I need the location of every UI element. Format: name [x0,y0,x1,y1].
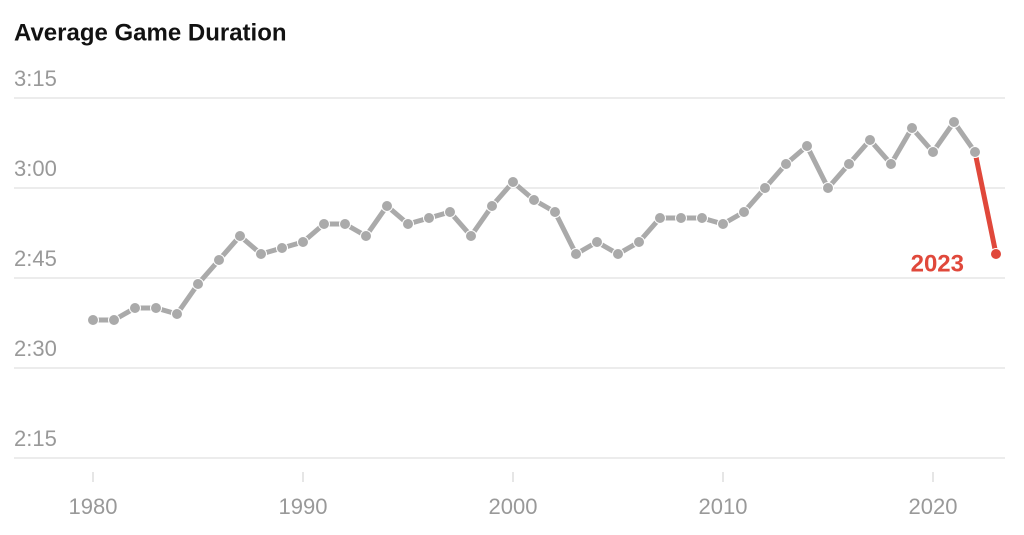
point [906,122,918,134]
point [759,182,771,194]
point [948,116,960,128]
point [528,194,540,206]
point [864,134,876,146]
x-tick-label: 2010 [699,494,748,519]
y-tick-label: 3:00 [14,156,57,181]
point [444,206,456,218]
point [654,212,666,224]
point [360,230,372,242]
point [108,314,120,326]
point [633,236,645,248]
point [885,158,897,170]
point [402,218,414,230]
y-tick-label: 2:45 [14,246,57,271]
x-tick-label: 1980 [69,494,118,519]
point [276,242,288,254]
point [780,158,792,170]
point [927,146,939,158]
point [423,212,435,224]
point [381,200,393,212]
line [93,119,978,323]
point [675,212,687,224]
point [486,200,498,212]
point [339,218,351,230]
point [990,248,1002,260]
point [297,236,309,248]
highlight-segment [972,149,999,257]
point [843,158,855,170]
point [465,230,477,242]
y-tick-label: 3:15 [14,66,57,91]
point [822,182,834,194]
point [129,302,141,314]
chart-title: Average Game Duration [14,19,287,46]
point [969,146,981,158]
point [570,248,582,260]
point [549,206,561,218]
point [171,308,183,320]
point [612,248,624,260]
point [150,302,162,314]
point [801,140,813,152]
point [507,176,519,188]
annotation: 2023 [911,250,964,277]
point [192,278,204,290]
x-tick-label: 1990 [279,494,328,519]
point [234,230,246,242]
point [318,218,330,230]
point [87,314,99,326]
x-tick-label: 2000 [489,494,538,519]
point [696,212,708,224]
point [591,236,603,248]
point [738,206,750,218]
x-tick-label: 2020 [909,494,958,519]
point [717,218,729,230]
point [255,248,267,260]
y-tick-label: 2:15 [14,426,57,451]
point [213,254,225,266]
y-tick-label: 2:30 [14,336,57,361]
